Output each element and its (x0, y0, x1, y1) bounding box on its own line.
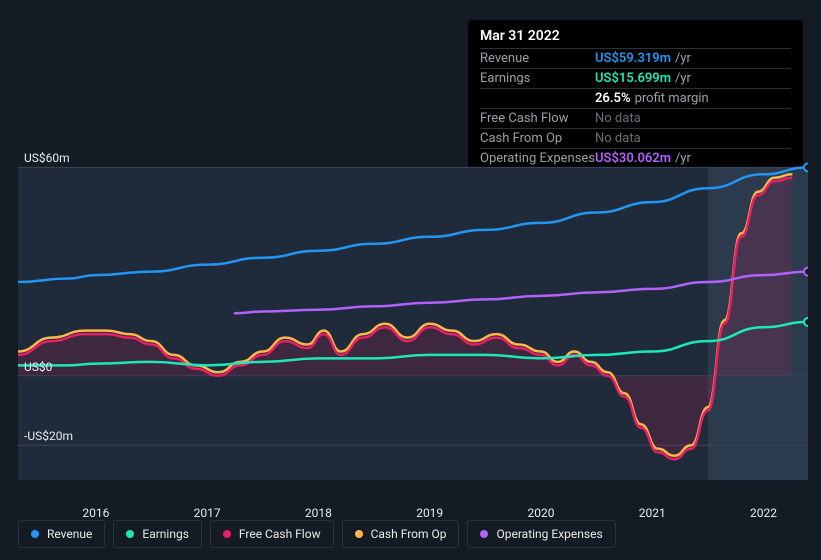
tooltip-label: Cash From Op (480, 131, 595, 146)
tooltip-suffix: /yr (675, 51, 691, 66)
tooltip-value: US$59.319m (595, 51, 671, 66)
tooltip-value: US$15.699m (595, 71, 671, 86)
y-axis-label: US$0 (24, 360, 52, 374)
tooltip-nodata: No data (595, 131, 641, 146)
legend-dot-icon (480, 530, 488, 538)
legend-item[interactable]: Revenue (18, 520, 105, 548)
legend-item[interactable]: Operating Expenses (467, 520, 615, 548)
tooltip-suffix: profit margin (635, 91, 709, 106)
tooltip-label: Free Cash Flow (480, 111, 595, 126)
tooltip-row: RevenueUS$59.319m/yr (480, 48, 791, 68)
x-axis-label: 2019 (416, 506, 443, 520)
series-earnings-end-dot (804, 318, 808, 326)
legend-dot-icon (223, 530, 231, 538)
legend-label: Revenue (47, 527, 92, 541)
financials-chart: US$60mUS$0-US$20m20162017201820192020202… (0, 150, 821, 500)
tooltip-label: Earnings (480, 71, 595, 86)
tooltip-row: EarningsUS$15.699m/yr (480, 68, 791, 88)
y-axis-label: -US$20m (24, 429, 73, 443)
x-axis-label: 2017 (194, 506, 221, 520)
x-axis-label: 2016 (82, 506, 109, 520)
y-axis-label: US$60m (24, 151, 70, 165)
x-axis-label: 2022 (750, 506, 777, 520)
tooltip-label: Revenue (480, 51, 595, 66)
legend-label: Operating Expenses (496, 527, 602, 541)
legend-dot-icon (31, 530, 39, 538)
tooltip-nodata: No data (595, 111, 641, 126)
tooltip-row: 26.5% profit margin (480, 88, 791, 108)
legend-dot-icon (126, 530, 134, 538)
legend-dot-icon (355, 530, 363, 538)
legend-item[interactable]: Free Cash Flow (210, 520, 334, 548)
tooltip-date: Mar 31 2022 (480, 28, 791, 44)
tooltip-value: 26.5% (595, 91, 631, 106)
chart-svg (18, 150, 808, 480)
tooltip-row: Free Cash FlowNo data (480, 108, 791, 128)
legend-label: Earnings (142, 527, 189, 541)
legend: Revenue Earnings Free Cash Flow Cash From O… (18, 520, 616, 548)
legend-item[interactable]: Cash From Op (342, 520, 460, 548)
tooltip-suffix: /yr (675, 71, 691, 86)
tooltip-row: Cash From OpNo data (480, 128, 791, 148)
tooltip-label (480, 91, 595, 106)
x-axis-label: 2018 (305, 506, 332, 520)
series-revenue-end-dot (804, 163, 808, 171)
legend-item[interactable]: Earnings (113, 520, 202, 548)
x-axis-label: 2021 (639, 506, 666, 520)
series-opex-end-dot (804, 268, 808, 276)
x-axis-label: 2020 (527, 506, 554, 520)
legend-label: Cash From Op (371, 527, 447, 541)
legend-label: Free Cash Flow (239, 527, 321, 541)
